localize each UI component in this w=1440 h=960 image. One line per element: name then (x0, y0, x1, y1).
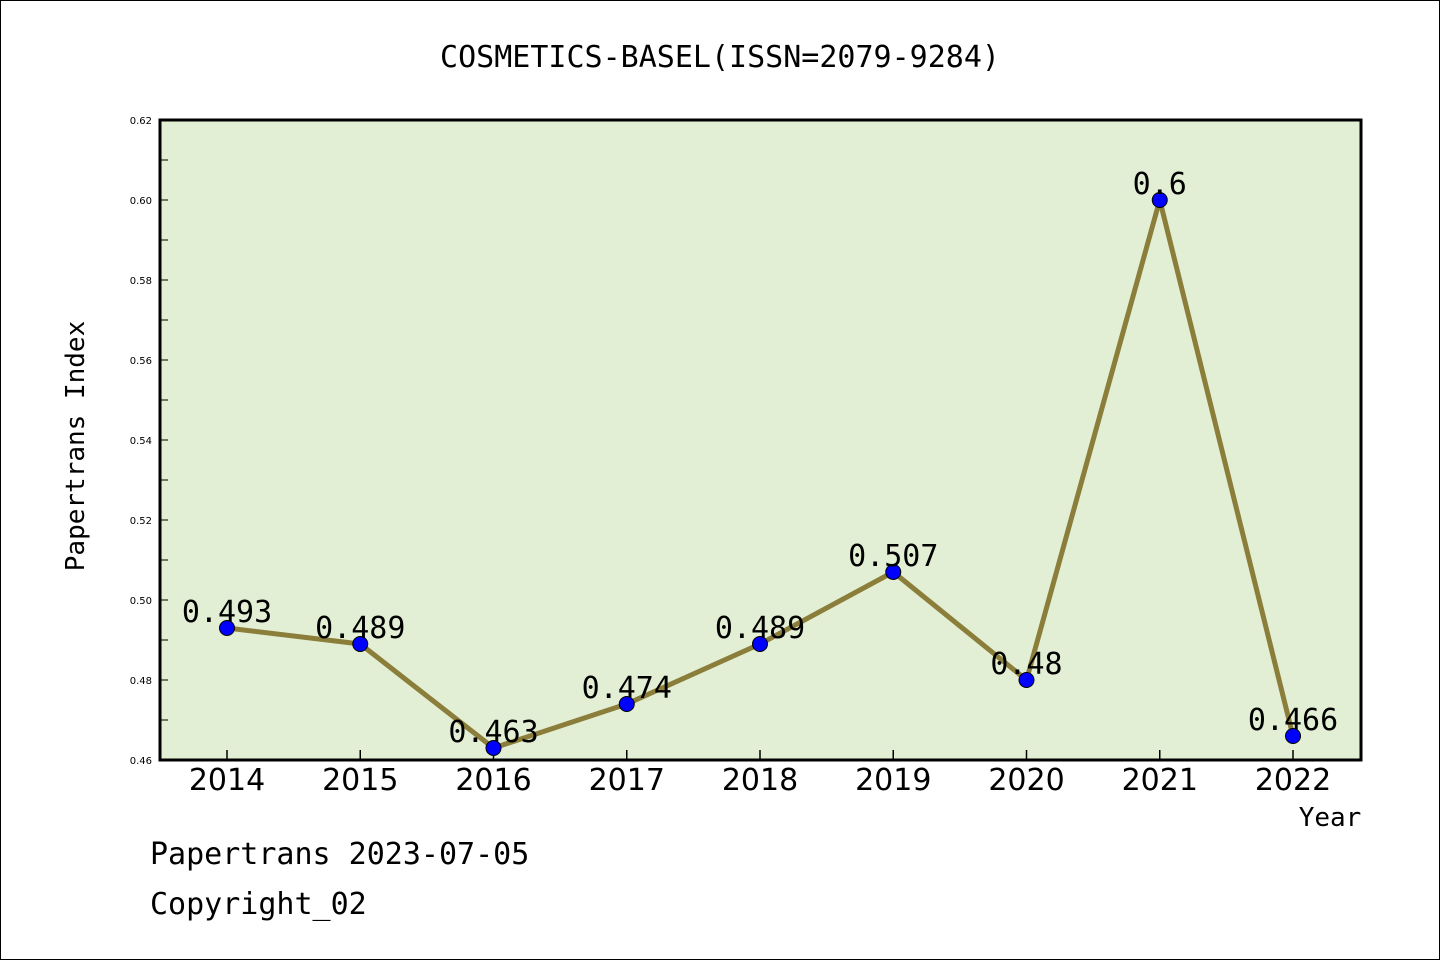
x-axis-label: Year (1299, 803, 1362, 833)
x-tick-label: 2019 (855, 763, 931, 798)
chart-title: COSMETICS-BASEL(ISSN=2079-9284) (440, 40, 1000, 75)
y-tick-label: 0.46 (130, 756, 152, 767)
data-label: 0.493 (182, 595, 272, 630)
data-point (352, 636, 369, 652)
data-point (885, 564, 902, 580)
y-tick-label: 0.54 (130, 436, 152, 447)
data-label: 0.6 (1133, 167, 1187, 202)
data-label: 0.474 (582, 671, 672, 706)
data-point (752, 636, 768, 652)
data-label: 0.489 (315, 611, 405, 646)
y-axis-ticks: 0.46 0.48 0.50 0.52 0.54 0.56 0.58 0.60 0.62 (130, 116, 168, 767)
x-tick-label: 2021 (1122, 763, 1198, 798)
footer-date: Papertrans 2023-07-05 (150, 837, 529, 872)
x-tick-label: 2017 (589, 763, 665, 798)
y-tick-label: 0.60 (130, 196, 152, 207)
data-point (618, 696, 635, 712)
y-tick-label: 0.62 (130, 116, 152, 127)
plot-border (158, 118, 1363, 762)
x-tick-label: 2018 (722, 763, 798, 798)
data-label: 0.507 (848, 539, 938, 574)
y-axis-label: Papertrans Index (61, 321, 91, 571)
data-label: 0.463 (448, 715, 538, 750)
data-point (1151, 192, 1168, 208)
x-axis-ticks: 2014 2015 2016 2017 2018 2019 2020 2021 2022 (189, 750, 1331, 798)
data-point (219, 620, 235, 636)
data-label: 0.48 (990, 647, 1062, 682)
data-point (1285, 728, 1301, 744)
data-point (485, 740, 502, 756)
data-label: 0.466 (1248, 703, 1338, 738)
footer-copyright: Copyright_02 (150, 887, 367, 922)
data-point (1018, 672, 1035, 688)
x-tick-label: 2015 (322, 763, 398, 798)
data-labels: 0.493 0.489 0.463 0.474 0.489 0.507 0.48 0.6 0.4… (182, 167, 1338, 750)
x-tick-label: 2014 (189, 763, 265, 798)
y-tick-label: 0.48 (130, 676, 152, 687)
y-tick-label: 0.52 (130, 516, 152, 527)
y-tick-label: 0.50 (130, 596, 152, 607)
y-tick-label: 0.56 (130, 356, 152, 367)
y-tick-label: 0.58 (130, 276, 152, 287)
x-tick-label: 2016 (455, 763, 531, 798)
data-label: 0.489 (715, 611, 805, 646)
x-tick-label: 2020 (988, 763, 1064, 798)
x-tick-label: 2022 (1255, 763, 1331, 798)
plot-area (160, 120, 1361, 760)
data-series (219, 192, 1301, 756)
